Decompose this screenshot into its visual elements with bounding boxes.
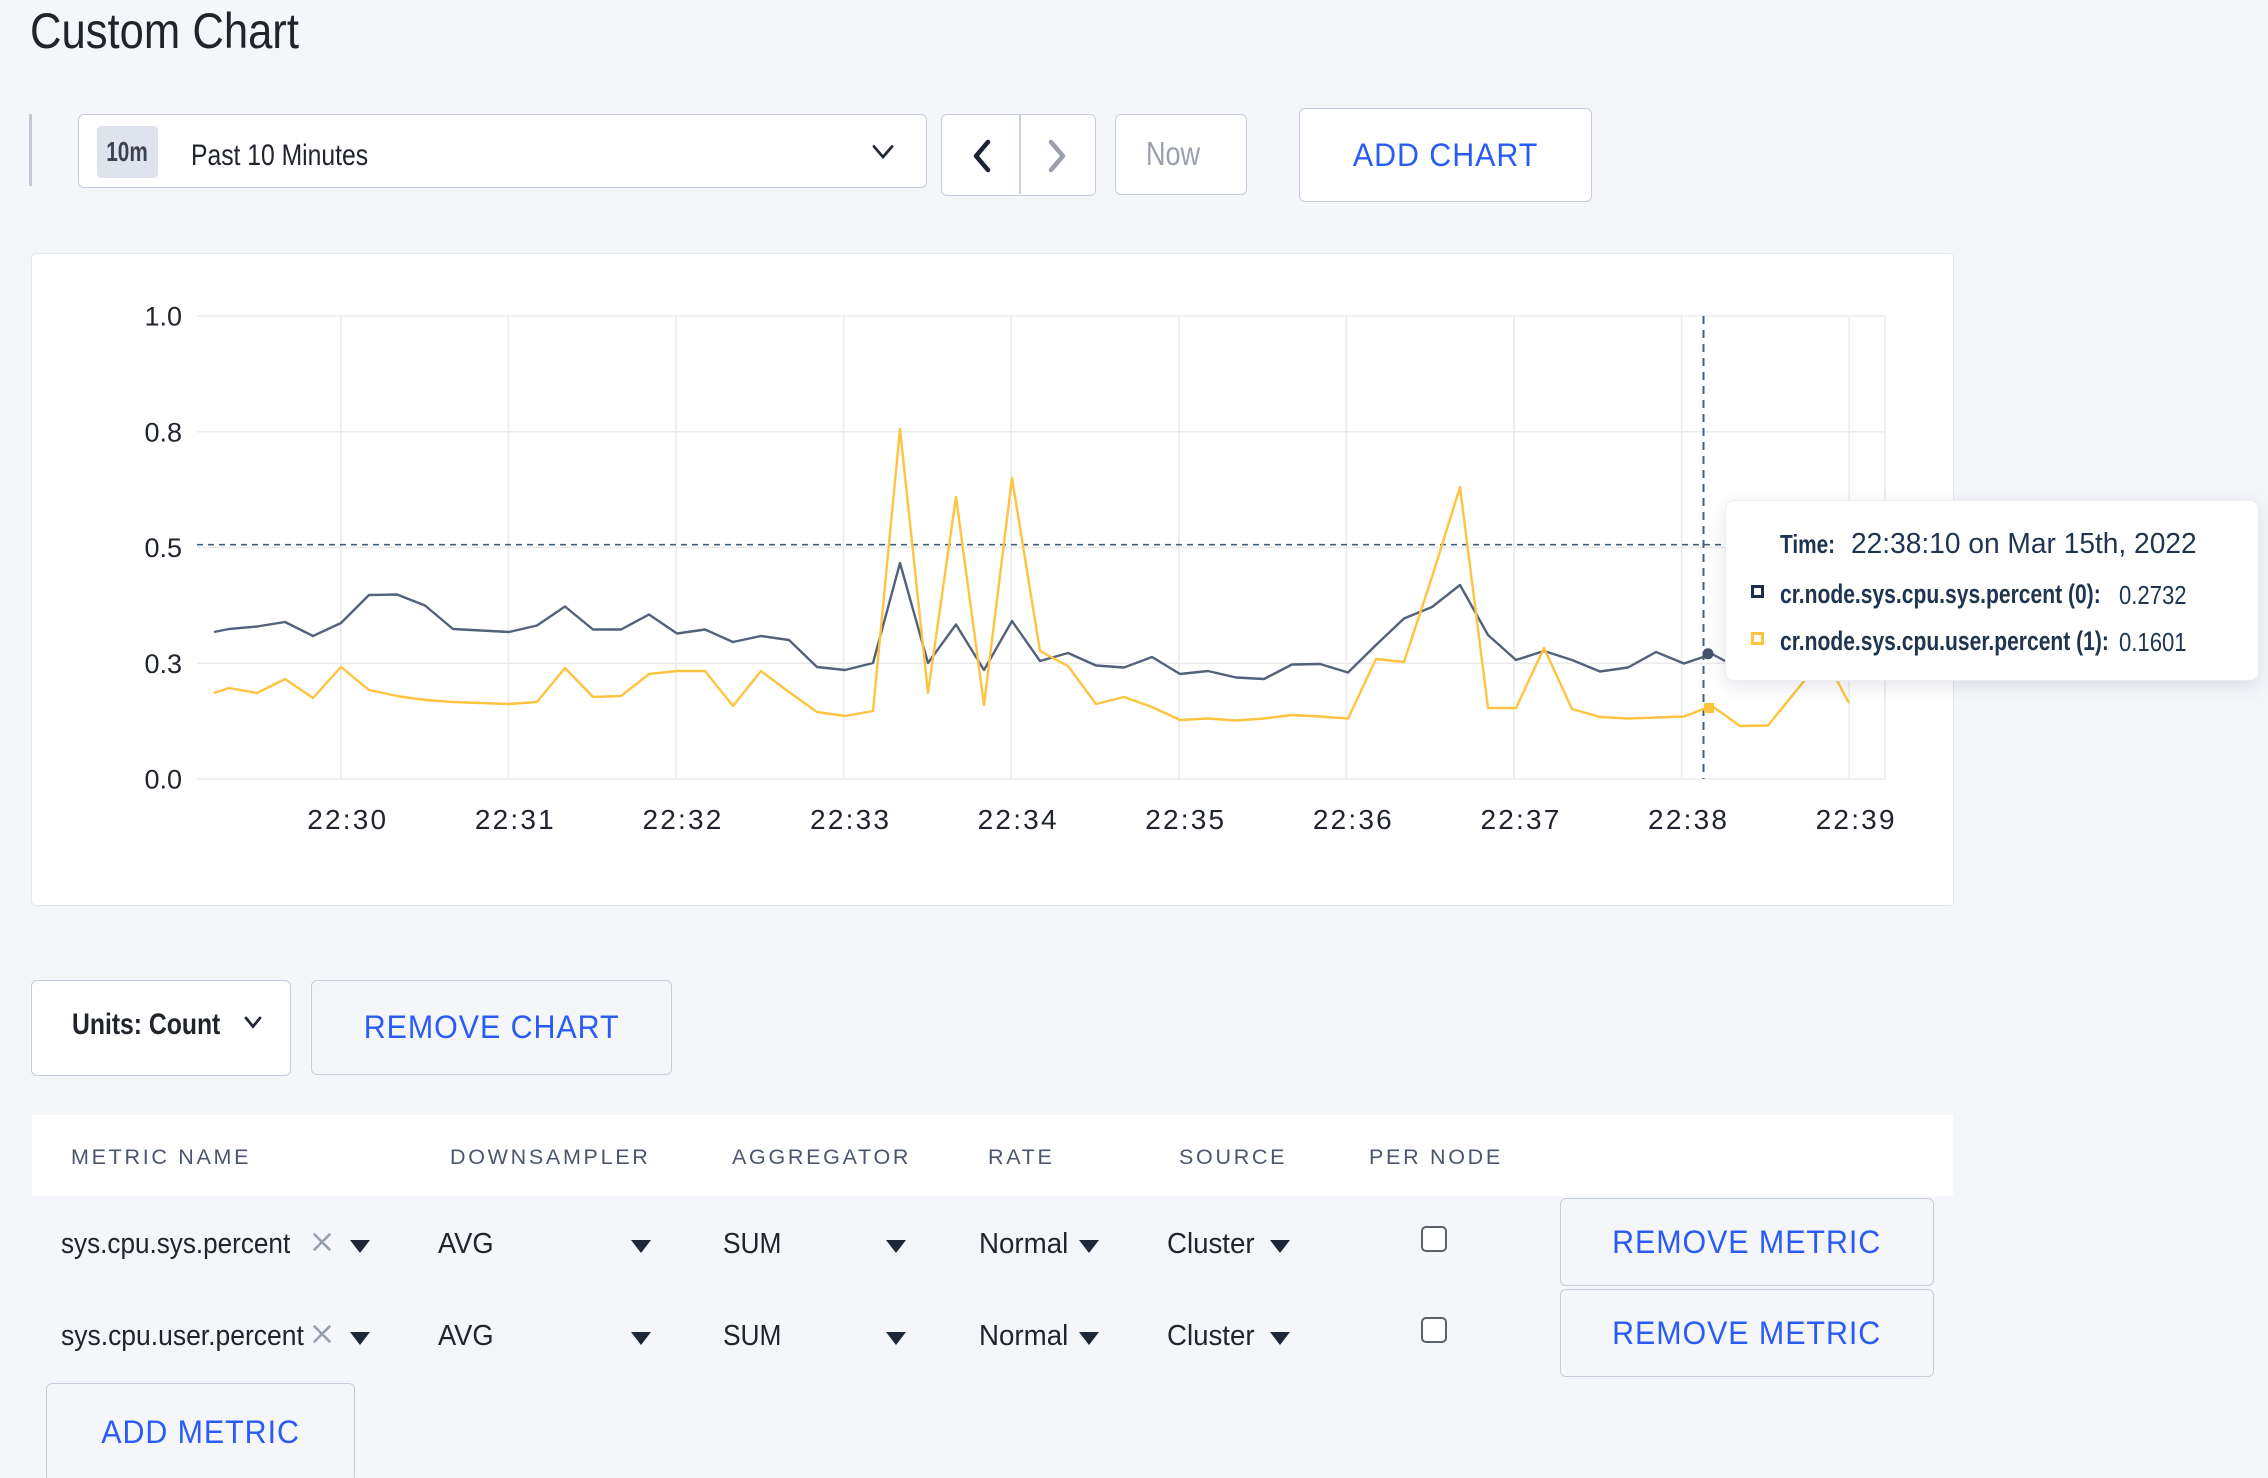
svg-text:22:32: 22:32 [642, 804, 723, 835]
svg-text:1.0: 1.0 [144, 302, 182, 332]
svg-text:22:35: 22:35 [1145, 804, 1226, 835]
svg-text:0.3: 0.3 [144, 649, 182, 679]
svg-text:22:37: 22:37 [1480, 804, 1561, 835]
svg-text:22:36: 22:36 [1313, 804, 1394, 835]
svg-text:22:34: 22:34 [978, 804, 1059, 835]
svg-text:22:30: 22:30 [307, 804, 388, 835]
svg-text:22:39: 22:39 [1816, 804, 1897, 835]
svg-text:0.5: 0.5 [144, 533, 182, 563]
svg-text:22:31: 22:31 [475, 804, 556, 835]
svg-text:22:38: 22:38 [1648, 804, 1729, 835]
svg-text:0.8: 0.8 [144, 417, 182, 447]
svg-text:22:33: 22:33 [810, 804, 891, 835]
svg-text:0.0: 0.0 [144, 765, 182, 795]
